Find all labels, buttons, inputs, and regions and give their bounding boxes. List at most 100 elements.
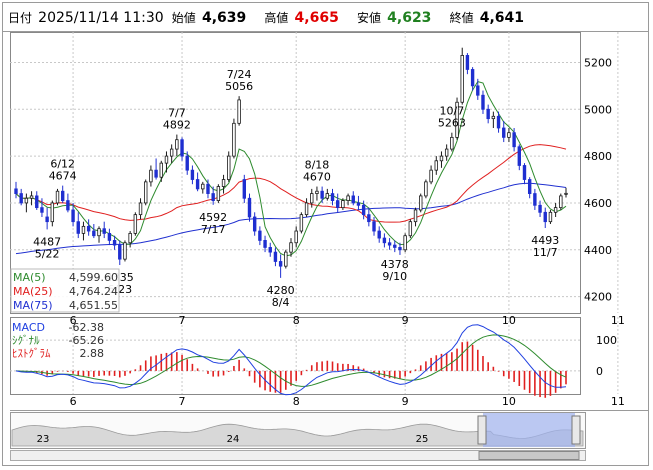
candle-body <box>221 179 226 187</box>
candle-body <box>247 197 252 218</box>
price-panel-frame <box>10 32 581 314</box>
legend-value: 4,599.60 <box>69 271 118 284</box>
candle-body <box>273 251 278 262</box>
annotation-value: 4493 <box>531 234 559 247</box>
x-tick-label: 8 <box>293 314 300 327</box>
y-tick-label: 5200 <box>584 56 612 69</box>
candle-body <box>232 122 236 157</box>
annotation-value: 4592 <box>199 211 227 224</box>
x-tick-label: 7 <box>179 314 186 327</box>
candle-body <box>393 244 397 248</box>
candle-body <box>149 169 153 183</box>
candle-body <box>455 101 459 138</box>
range-navigator: 23 24 25 <box>10 412 586 461</box>
candle-body <box>76 221 80 234</box>
macd-legend-name: MACD <box>12 321 45 334</box>
candle-body <box>175 139 179 150</box>
candle-body <box>123 242 127 260</box>
macd-legend-name: ﾋｽﾄｸﾞﾗﾑ <box>12 347 51 360</box>
scrollbar-thumb[interactable] <box>478 451 580 460</box>
annotation-date: 7/17 <box>201 223 226 236</box>
legend-value: 4,764.24 <box>69 285 118 298</box>
candle-body <box>45 216 49 223</box>
candle-body <box>133 214 138 234</box>
candle-body <box>304 202 309 216</box>
legend-name: MA(5) <box>13 271 46 284</box>
candle-body <box>517 146 522 166</box>
candle-body <box>92 230 96 237</box>
candle-body <box>185 155 189 171</box>
ma25-line <box>15 144 567 223</box>
annotation-value: 5263 <box>438 117 466 130</box>
annotation-date: 7/24 <box>227 68 252 81</box>
annotation-date: 9/10 <box>382 270 407 283</box>
candle-body <box>55 190 60 204</box>
annotation-date: 11/7 <box>533 246 558 259</box>
candle-body <box>216 186 221 202</box>
candle-body <box>29 195 34 199</box>
range-handle-left[interactable] <box>477 415 487 445</box>
candle-body <box>543 211 547 223</box>
candle-body <box>81 225 86 234</box>
macd-legend-value: 2.88 <box>80 347 105 360</box>
candle-body <box>107 232 112 241</box>
candle-body <box>538 204 542 213</box>
legend-name: MA(25) <box>13 285 53 298</box>
navigator-tick-label: 25 <box>416 434 429 445</box>
candle-body <box>24 197 29 204</box>
candle-body <box>465 55 470 70</box>
signal-line <box>15 334 567 387</box>
outer-frame <box>2 2 649 466</box>
annotation-date: 7/7 <box>168 107 186 120</box>
x-tick-label: 6 <box>70 395 77 408</box>
y-tick-label: 5000 <box>584 103 612 116</box>
candle-body <box>40 207 44 213</box>
low-label: 安値 <box>356 11 381 25</box>
candle-body <box>491 115 496 120</box>
candle-body <box>164 155 169 164</box>
candle-body <box>268 247 272 253</box>
legend-name: MA(75) <box>13 299 53 312</box>
price-grid: 6 6 7 7 8 8 9 9 10 10 11 11 4200 4400 4600 4800 5000 5200 <box>10 32 625 408</box>
candle-body <box>118 244 122 260</box>
candle-body <box>408 221 413 237</box>
candle-body <box>66 200 70 211</box>
candle-body <box>507 132 511 138</box>
candle-body <box>284 251 288 267</box>
candle-body <box>444 148 449 157</box>
candle-body <box>190 169 195 180</box>
scrollbar-track[interactable] <box>10 450 586 461</box>
macd-legend-value: -65.26 <box>69 334 104 347</box>
candle-body <box>450 136 454 150</box>
candle-body <box>128 232 132 244</box>
navigator-tick-label: 23 <box>37 434 50 445</box>
candle-body <box>429 169 433 183</box>
candle-body <box>201 183 205 190</box>
annotation-date: 5/22 <box>35 247 60 260</box>
candle-body <box>341 200 345 209</box>
candle-body <box>86 225 91 232</box>
candle-body <box>144 181 148 204</box>
candle-body <box>434 160 438 171</box>
close-label: 終値 <box>449 11 474 25</box>
candle-body <box>112 240 117 246</box>
candle-body <box>564 192 568 195</box>
candle-body <box>206 183 210 194</box>
candle-body <box>97 228 101 237</box>
annotation-date: 8/18 <box>305 159 330 172</box>
annotation-date: 10/7 <box>439 105 464 118</box>
candle-body <box>502 127 506 138</box>
candle-body <box>159 162 163 178</box>
candle-body <box>470 69 475 87</box>
y-tick-label: 4800 <box>584 150 612 163</box>
candle-body <box>102 228 106 234</box>
candlesticks <box>14 47 568 278</box>
x-tick-label: 6 <box>70 314 77 327</box>
candle-body <box>382 237 387 244</box>
range-handle-right[interactable] <box>571 415 581 445</box>
annotation-value: 4378 <box>381 258 409 271</box>
candle-body <box>351 195 355 204</box>
candle-body <box>496 115 501 129</box>
candle-body <box>252 216 257 232</box>
